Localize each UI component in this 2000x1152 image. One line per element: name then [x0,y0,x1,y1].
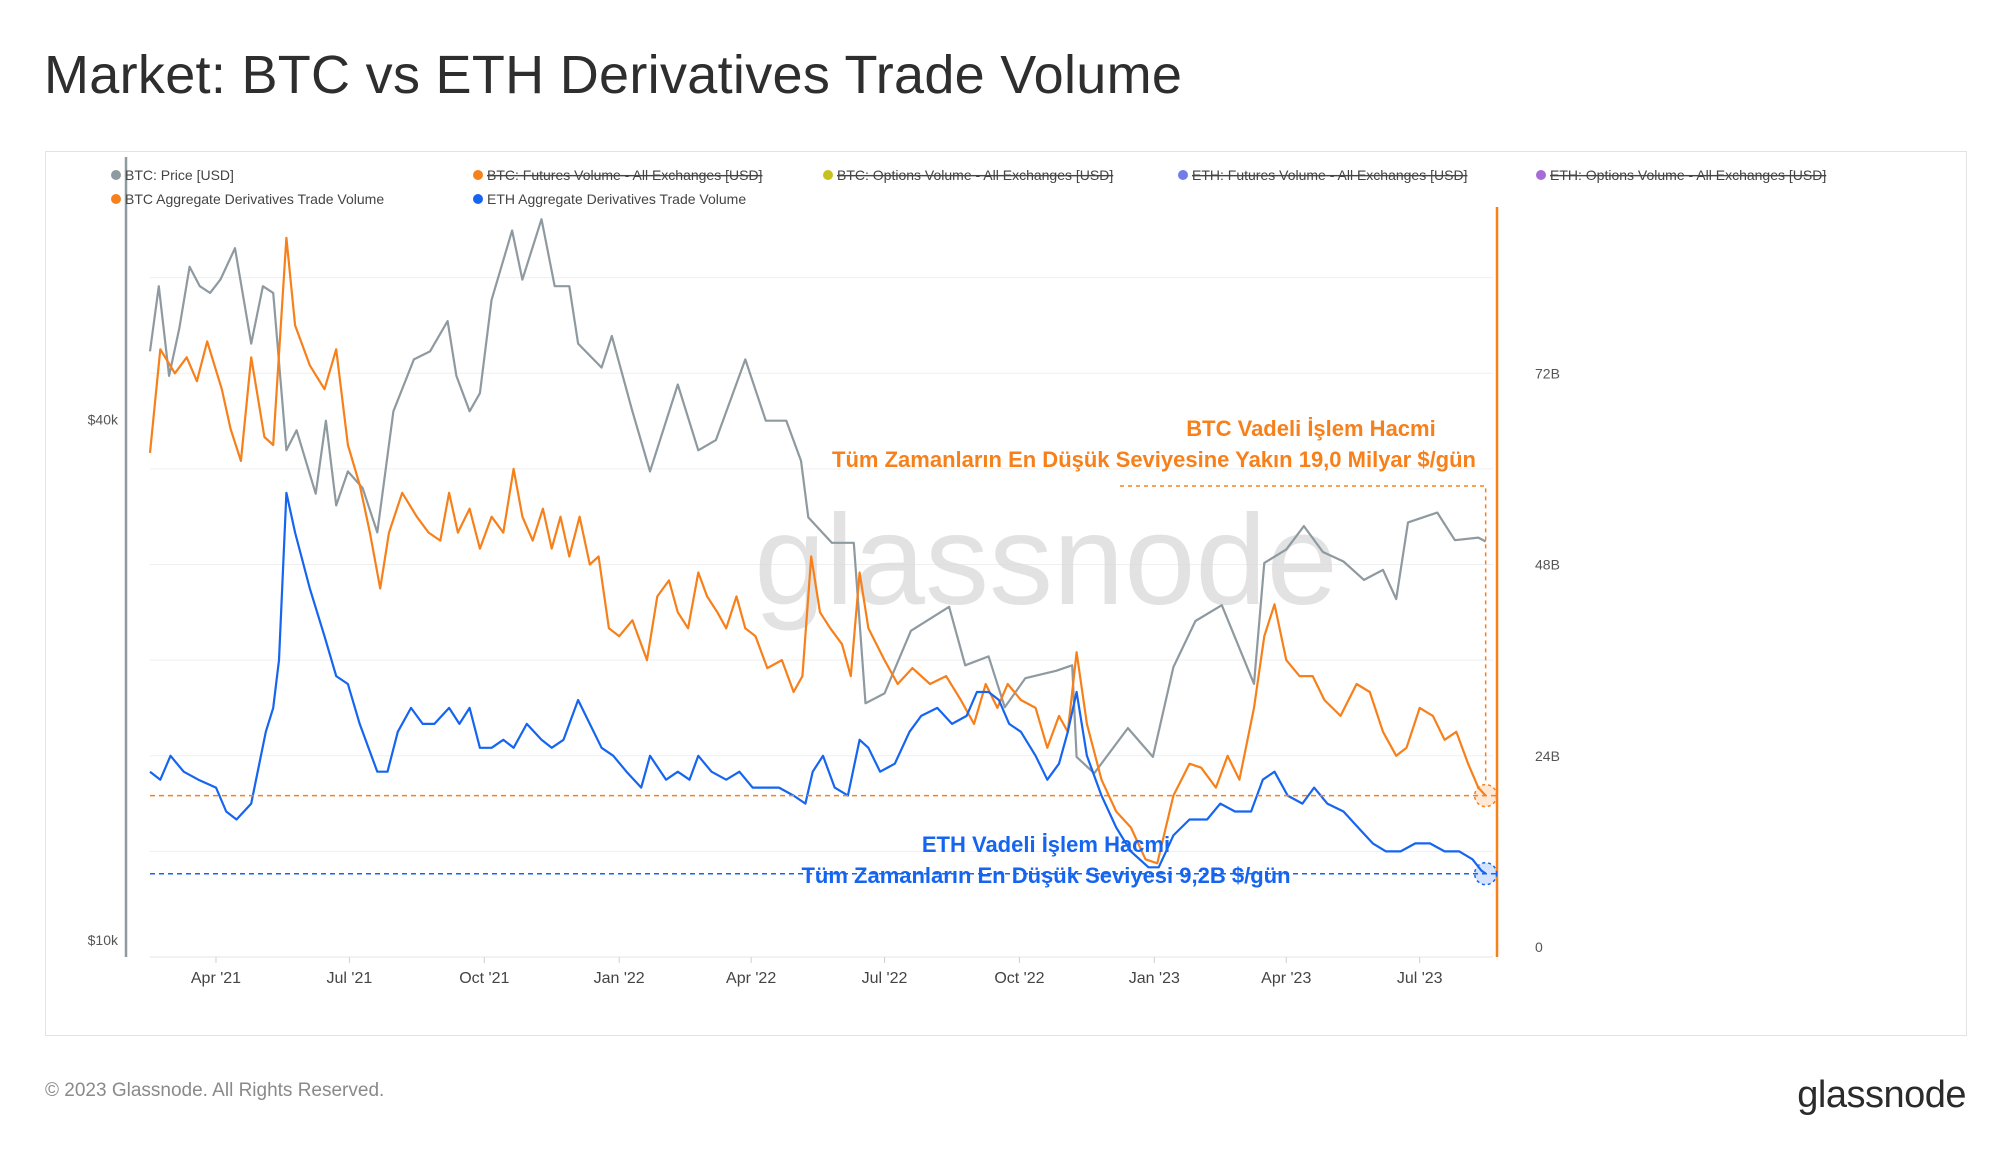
legend-marker [473,170,483,180]
y-right-tick-label: 0 [1535,939,1543,955]
legend-label: BTC: Futures Volume - All Exchanges [USD… [487,167,762,183]
legend-label: BTC: Price [USD] [125,167,234,183]
legend-item[interactable]: ETH: Futures Volume - All Exchanges [USD… [1178,167,1467,183]
y-right-tick-label: 72B [1535,365,1560,381]
legend-item[interactable]: ETH: Options Volume - All Exchanges [USD… [1536,167,1826,183]
legend-label: ETH: Options Volume - All Exchanges [USD… [1550,167,1826,183]
grid [150,277,1493,852]
legend-marker [823,170,833,180]
axes: $40k $10k 72B 48B 24B 0 Apr '21 Jul '21 Oct '21 J… [88,157,1560,987]
x-tick-label: Jul '23 [1397,970,1443,987]
watermark-text: glassnode [754,489,1338,632]
x-tick-label: Jan '22 [594,970,645,987]
btc-price-line [148,218,1487,775]
y-right-tick-label: 24B [1535,748,1560,764]
btc-annotation-line: BTC Vadeli İşlem Hacmi [1186,416,1435,441]
y-right-tick-label: 48B [1535,557,1560,573]
legend-item[interactable]: ETH Aggregate Derivatives Trade Volume [473,191,746,207]
eth-current-marker [1473,861,1498,886]
legend-label: ETH Aggregate Derivatives Trade Volume [487,191,746,207]
reference-lines [150,485,1498,886]
legend-label: ETH: Futures Volume - All Exchanges [USD… [1192,167,1467,183]
legend-item[interactable]: BTC Aggregate Derivatives Trade Volume [111,191,384,207]
eth-annotation-line: ETH Vadeli İşlem Hacmi [922,832,1170,857]
glassnode-logo: glassnode [1797,1074,1966,1116]
page-title: Market: BTC vs ETH Derivatives Trade Vol… [44,45,1183,105]
legend[interactable]: BTC: Price [USD] BTC: Futures Volume - Al… [111,167,1826,207]
chart-svg: glassnode $40k $10k 72B 48B 24B 0 Apr '21 Jul '… [88,157,1826,987]
chart-frame: glassnode $40k $10k 72B 48B 24B 0 Apr '21 Jul '… [45,151,1967,1036]
legend-item[interactable]: BTC: Price [USD] [111,167,234,183]
x-tick-label: Apr '22 [726,970,776,987]
legend-marker [111,194,121,204]
legend-marker [1536,170,1546,180]
btc-volume-line [148,236,1487,865]
btc-annotation-bracket [1120,485,1487,784]
eth-volume-line [149,491,1487,875]
x-tick-label: Jul '21 [327,970,373,987]
x-tick-label: Oct '22 [994,970,1044,987]
x-tick-label: Apr '21 [191,970,241,987]
series-lines [148,218,1487,875]
x-tick-label: Jul '22 [862,970,908,987]
watermark: glassnode [754,489,1338,632]
btc-current-marker [1473,783,1498,808]
y-left-tick-label: $40k [88,412,119,428]
annotations: BTC Vadeli İşlem Hacmi Tüm Zamanların En … [801,416,1476,888]
y-left-tick-label: $10k [88,932,119,948]
btc-annotation-line: Tüm Zamanların En Düşük Seviyesine Yakın… [832,447,1476,472]
legend-item[interactable]: BTC: Futures Volume - All Exchanges [USD… [473,167,762,183]
x-tick-label: Oct '21 [459,970,509,987]
x-tick-label: Apr '23 [1261,970,1311,987]
legend-marker [111,170,121,180]
legend-marker [1178,170,1188,180]
eth-annotation-line: Tüm Zamanların En Düşük Seviyesi 9,2B $/… [801,863,1290,888]
legend-marker [473,194,483,204]
legend-item[interactable]: BTC: Options Volume - All Exchanges [USD… [823,167,1113,183]
legend-label: BTC: Options Volume - All Exchanges [USD… [837,167,1113,183]
x-tick-label: Jan '23 [1129,970,1180,987]
footer-copyright: © 2023 Glassnode. All Rights Reserved. [45,1080,385,1101]
legend-label: BTC Aggregate Derivatives Trade Volume [125,191,384,207]
